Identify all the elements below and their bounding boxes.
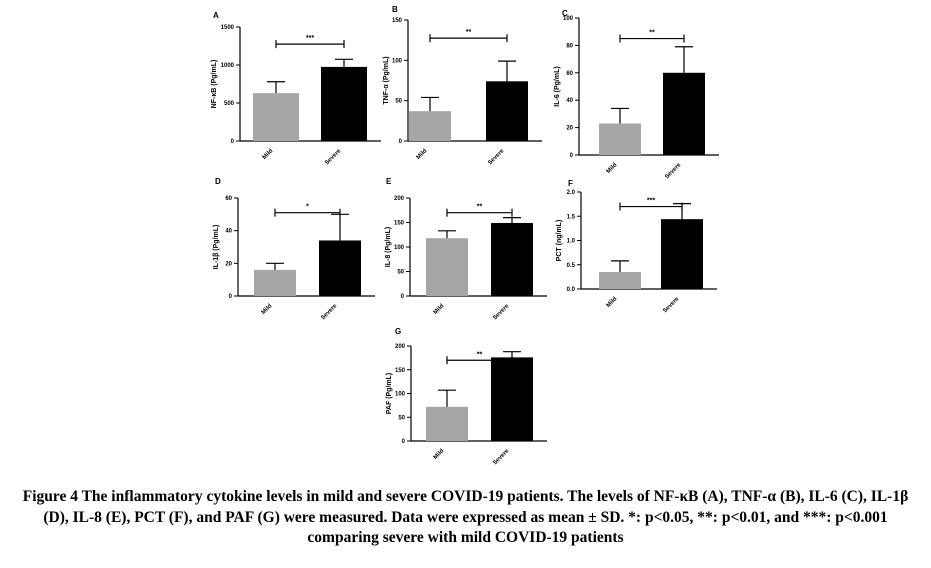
x-tick-label: Mild [433,303,446,316]
y-axis-label: IL-6 (Pg/mL) [554,66,561,106]
chart-panel-d: D 0 20 40 60 IL-1β (Pg/mL) Mild Severe * [213,177,375,321]
chart-panel-b: B 0 50 100 150 TNF-α (Pg/mL) Mild Severe ** [383,5,542,166]
y-tick-label: 80 [566,43,573,49]
panel-letter: C [562,9,568,18]
y-tick-label: 40 [225,229,232,235]
x-tick-label: Mild [606,162,619,175]
x-tick-label: Severe [492,303,511,322]
panel-letter: D [215,177,221,186]
y-tick-label: 60 [566,71,573,77]
x-tick-label: Severe [487,148,506,167]
bar-severe [319,240,361,296]
y-tick-label: 1.5 [567,214,576,220]
significance-label: * [306,204,309,211]
x-tick-label: Mild [261,303,274,316]
significance-label: ** [649,30,655,37]
y-tick-label: 50 [398,415,405,421]
panel-letter: E [386,177,392,186]
bar-mild [426,406,468,441]
x-tick-label: Severe [662,296,681,315]
bar-mild [599,272,641,289]
y-tick-label: 0.0 [567,287,576,293]
x-tick-label: Severe [320,303,339,322]
y-tick-label: 100 [563,16,574,22]
y-tick-label: 0 [399,139,403,145]
bar-mild [253,93,299,141]
chart-panel-f: F 0.0 0.5 1.0 1.5 2.0 PCT (ng/mL) Mild Severe *** [556,179,717,314]
significance-label: ** [466,29,472,36]
y-tick-label: 100 [392,58,403,64]
significance-label: ** [477,204,483,211]
y-axis-label: TNF-α (Pg/mL) [383,56,390,104]
panel-letter: A [213,11,219,20]
bar-mild [254,269,296,296]
y-tick-label: 1.0 [567,239,576,245]
panel-letter: B [392,5,398,14]
chart-panel-a: A 0 500 1000 1500 NF-κB (Pg/mL) Mild Severe *** [211,11,381,166]
x-tick-label: Mild [606,296,619,309]
chart-panel-c: C 0 20 40 60 80 100 IL-6 (Pg/mL) Mild Severe ** [554,9,719,180]
bar-mild [599,123,641,155]
y-tick-label: 0 [570,153,574,159]
x-tick-label: Severe [492,448,511,467]
y-tick-label: 1500 [221,25,235,31]
chart-panel-e: E 0 50 100 150 200 IL-8 (Pg/mL) Mild Severe ** [385,177,547,321]
y-axis-label: IL-1β (Pg/mL) [213,225,220,270]
bar-severe [661,219,703,289]
y-tick-label: 100 [395,392,406,398]
y-tick-label: 150 [395,368,406,374]
bar-severe [486,81,528,141]
significance-label: *** [647,198,655,205]
y-tick-label: 200 [395,344,406,350]
y-tick-label: 40 [566,98,573,104]
y-tick-label: 200 [394,196,405,202]
panel-letter: G [395,327,401,336]
x-tick-label: Severe [664,162,683,181]
x-tick-label: Mild [416,148,429,161]
bar-mild [409,111,451,141]
y-axis-label: PCT (ng/mL) [556,220,563,262]
y-tick-label: 20 [225,261,232,267]
significance-label: *** [306,35,314,42]
y-axis-label: IL-8 (Pg/mL) [385,227,392,267]
y-tick-label: 100 [394,245,405,251]
y-tick-label: 500 [224,101,235,107]
y-tick-label: 50 [397,270,404,276]
y-tick-label: 0 [229,294,233,300]
bar-severe [491,357,533,441]
bar-severe [663,72,705,155]
significance-label: ** [477,351,483,358]
y-tick-label: 0 [402,439,406,445]
y-tick-label: 150 [392,18,403,24]
figure-caption: Figure 4 The inflammatory cytokine level… [22,488,909,546]
y-tick-label: 1000 [221,63,235,69]
y-tick-label: 50 [395,99,402,105]
y-tick-label: 60 [225,196,232,202]
y-tick-label: 0 [401,294,405,300]
x-tick-label: Severe [324,148,343,167]
y-tick-label: 150 [394,221,405,227]
y-axis-label: NF-κB (Pg/mL) [211,60,218,109]
panel-letter: F [568,179,573,188]
y-tick-label: 0.5 [567,263,576,269]
y-tick-label: 0 [231,139,235,145]
y-tick-label: 20 [566,126,573,132]
x-tick-label: Mild [262,148,275,161]
y-axis-label: PAF (Pg/mL) [386,373,393,414]
bar-severe [491,222,533,296]
chart-panel-g: G 0 50 100 150 200 PAF (Pg/mL) Mild Severe ** [386,327,547,466]
y-tick-label: 2.0 [567,190,576,196]
bar-severe [321,66,367,141]
x-tick-label: Mild [433,448,446,461]
bar-mild [426,238,468,296]
